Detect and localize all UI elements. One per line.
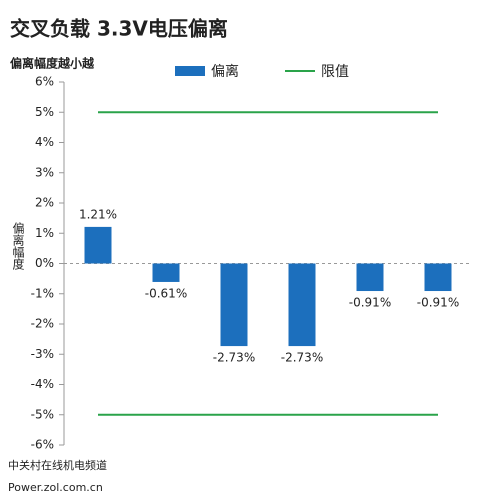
footer-line: 中关村在线机电频道: [8, 458, 107, 472]
y-tick-label: 3%: [35, 165, 54, 179]
y-tick-label: 6%: [35, 75, 54, 89]
y-tick-label: -1%: [31, 286, 54, 300]
y-tick-label: -6%: [31, 438, 54, 452]
y-axis-label: 偏离幅度: [11, 221, 25, 270]
y-tick-label: 4%: [35, 135, 54, 149]
y-tick-label: 0%: [35, 256, 54, 270]
value-label: -0.91%: [417, 296, 459, 310]
value-label: -2.73%: [213, 351, 255, 365]
value-label: -0.91%: [349, 296, 391, 310]
y-tick-label: 1%: [35, 226, 54, 240]
chart-subtitle: 偏离幅度越小越: [10, 56, 95, 71]
y-tick-label: -3%: [31, 347, 54, 361]
bar: [84, 226, 112, 264]
bar: [152, 263, 180, 282]
y-tick-label: 2%: [35, 196, 54, 210]
footer-line: Power.zol.com.cn: [8, 481, 103, 494]
bar: [356, 263, 384, 292]
bar: [288, 263, 316, 347]
y-tick-label: -4%: [31, 377, 54, 391]
bar: [424, 263, 452, 292]
y-tick-label: -2%: [31, 317, 54, 331]
y-tick-label: 5%: [35, 105, 54, 119]
y-tick-label: -5%: [31, 407, 54, 421]
value-label: -0.61%: [145, 286, 187, 300]
legend-label: 限值: [321, 64, 349, 80]
chart-title: 交叉负载 3.3V电压偏离: [10, 17, 228, 41]
value-label: -2.73%: [281, 351, 323, 365]
bar: [220, 263, 248, 347]
legend-swatch: [175, 66, 205, 76]
value-label: 1.21%: [79, 207, 117, 221]
legend-label: 偏离: [211, 63, 239, 80]
